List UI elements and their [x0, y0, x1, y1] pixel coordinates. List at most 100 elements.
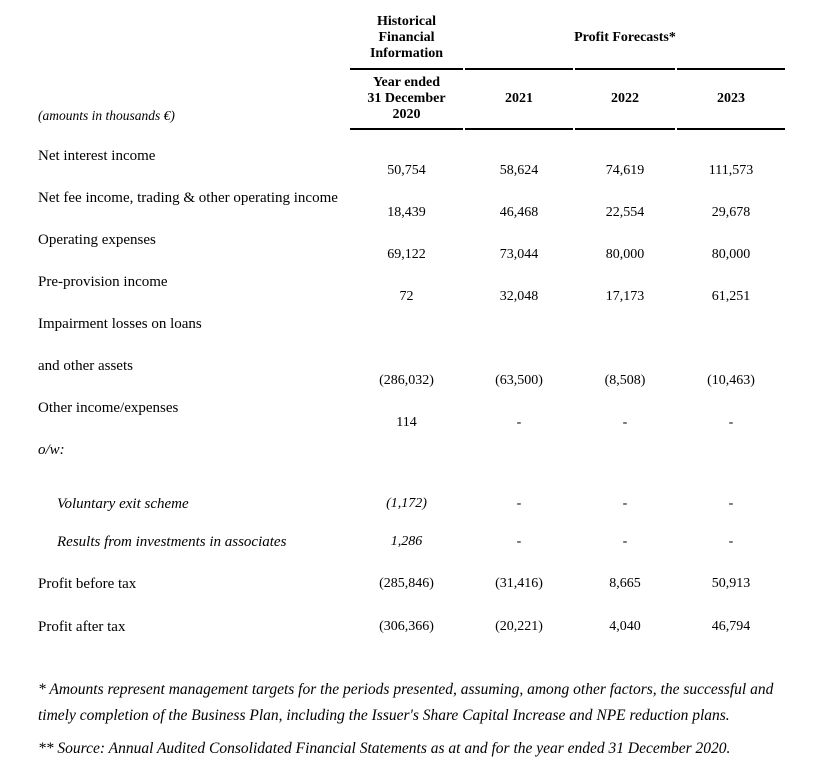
cell-value: 114 [396, 415, 417, 430]
cell-value [465, 315, 573, 316]
footnote-double-asterisk: ** Source: Annual Audited Consolidated F… [38, 740, 731, 757]
rule-segment [350, 68, 463, 70]
cell-value [465, 441, 573, 442]
cell-value: 1,286 [390, 534, 423, 549]
cell-value: 50,913 [711, 576, 751, 591]
header-rule [38, 68, 837, 70]
column-header-2022: 2022 [611, 91, 639, 106]
cell-value: (1,172) [386, 496, 427, 511]
profit-forecasts-group-header: Profit Forecasts* [574, 30, 676, 45]
column-header-year-ended: Year ended 31 December 2020 [350, 75, 463, 123]
cell-value: - [728, 496, 734, 511]
year-ended-line: 31 December [367, 91, 446, 106]
footnotes-section: * Amounts represent management targets f… [38, 677, 806, 760]
rule-segment [465, 128, 573, 130]
cell-value [575, 441, 675, 442]
table-row: Impairment losses on loans [38, 315, 837, 357]
table-body: Net interest income 50,754 58,624 74,619… [38, 147, 837, 653]
historical-header-line: Financial [378, 30, 435, 45]
rule-segment [350, 128, 463, 130]
column-header-2021: 2021 [505, 91, 533, 106]
cell-value: (8,508) [604, 373, 646, 388]
cell-value: - [622, 496, 628, 511]
row-label: Voluntary exit scheme [57, 496, 189, 512]
table-row: o/w: [38, 441, 837, 495]
cell-value: (306,366) [379, 619, 434, 634]
historical-group-header: Historical Financial Information [350, 14, 463, 62]
rule-segment [465, 68, 573, 70]
rule-segment [575, 128, 675, 130]
row-label: Pre-provision income [38, 274, 168, 290]
historical-header-line: Historical [376, 14, 437, 29]
cell-value [350, 315, 463, 316]
table-row: Operating expenses 69,122 73,044 80,000 … [38, 231, 837, 273]
row-label: Impairment losses on loans [38, 316, 202, 332]
table-row: Profit after tax (306,366) (20,221) 4,04… [38, 618, 837, 653]
rule-segment [575, 68, 675, 70]
cell-value: - [516, 496, 522, 511]
cell-value [575, 315, 675, 316]
year-ended-line: 2020 [392, 107, 421, 122]
cell-value: 17,173 [605, 289, 645, 304]
cell-value: (286,032) [379, 373, 434, 388]
row-label: Net fee income, trading & other operatin… [38, 190, 338, 206]
row-label: Profit after tax [38, 619, 126, 635]
row-label: Results from investments in associates [57, 534, 287, 550]
cell-value: 4,040 [609, 619, 641, 634]
cell-value: 58,624 [499, 163, 539, 178]
cell-value: - [728, 415, 734, 430]
cell-value: 80,000 [711, 247, 751, 262]
year-ended-line: Year ended [372, 75, 441, 90]
cell-value: 29,678 [711, 205, 751, 220]
cell-value: (285,846) [379, 576, 434, 591]
cell-value: 46,468 [499, 205, 539, 220]
cell-value: - [728, 534, 734, 549]
cell-value: 18,439 [387, 205, 426, 220]
row-label: Net interest income [38, 148, 156, 164]
row-label: Profit before tax [38, 576, 137, 592]
cell-value: - [516, 534, 522, 549]
table-group-header-row: Historical Financial Information Profit … [38, 8, 837, 68]
cell-value: 50,754 [387, 163, 426, 178]
cell-value: (10,463) [707, 373, 755, 388]
cell-value: (31,416) [495, 576, 543, 591]
cell-value [350, 441, 463, 442]
table-row: Net fee income, trading & other operatin… [38, 189, 837, 231]
row-label: o/w: [38, 442, 65, 458]
unit-label: (amounts in thousands €) [38, 108, 175, 123]
cell-value [677, 441, 785, 442]
header-rule [38, 128, 837, 130]
row-label: Other income/expenses [38, 400, 179, 416]
cell-value [677, 315, 785, 316]
table-row: Net interest income 50,754 58,624 74,619… [38, 147, 837, 189]
cell-value: - [622, 415, 628, 430]
row-label: and other assets [38, 358, 133, 374]
cell-value: (20,221) [495, 619, 543, 634]
cell-value: 74,619 [605, 163, 645, 178]
table-column-header-row: (amounts in thousands €) Year ended 31 D… [38, 70, 837, 128]
footnote-asterisk: * Amounts represent management targets f… [38, 681, 774, 724]
cell-value: 72 [399, 289, 414, 304]
historical-header-line: Information [369, 46, 444, 61]
cell-value: 73,044 [499, 247, 539, 262]
cell-value: 111,573 [708, 163, 754, 178]
rule-segment [677, 128, 785, 130]
cell-value: 69,122 [387, 247, 426, 262]
cell-value: 8,665 [609, 576, 641, 591]
cell-value: 22,554 [605, 205, 645, 220]
table-row: Profit before tax (285,846) (31,416) 8,6… [38, 575, 837, 618]
rule-segment [677, 68, 785, 70]
cell-value: - [622, 534, 628, 549]
table-row: and other assets (286,032) (63,500) (8,5… [38, 357, 837, 399]
table-row: Results from investments in associates 1… [38, 533, 837, 575]
table-row: Pre-provision income 72 32,048 17,173 61… [38, 273, 837, 315]
cell-value: 32,048 [499, 289, 539, 304]
column-header-2023: 2023 [717, 91, 745, 106]
table-row: Other income/expenses 114 - - - [38, 399, 837, 441]
table-row: Voluntary exit scheme (1,172) - - - [38, 495, 837, 533]
row-label: Operating expenses [38, 232, 156, 248]
cell-value: - [516, 415, 522, 430]
cell-value: 46,794 [711, 619, 751, 634]
cell-value: 61,251 [711, 289, 751, 304]
